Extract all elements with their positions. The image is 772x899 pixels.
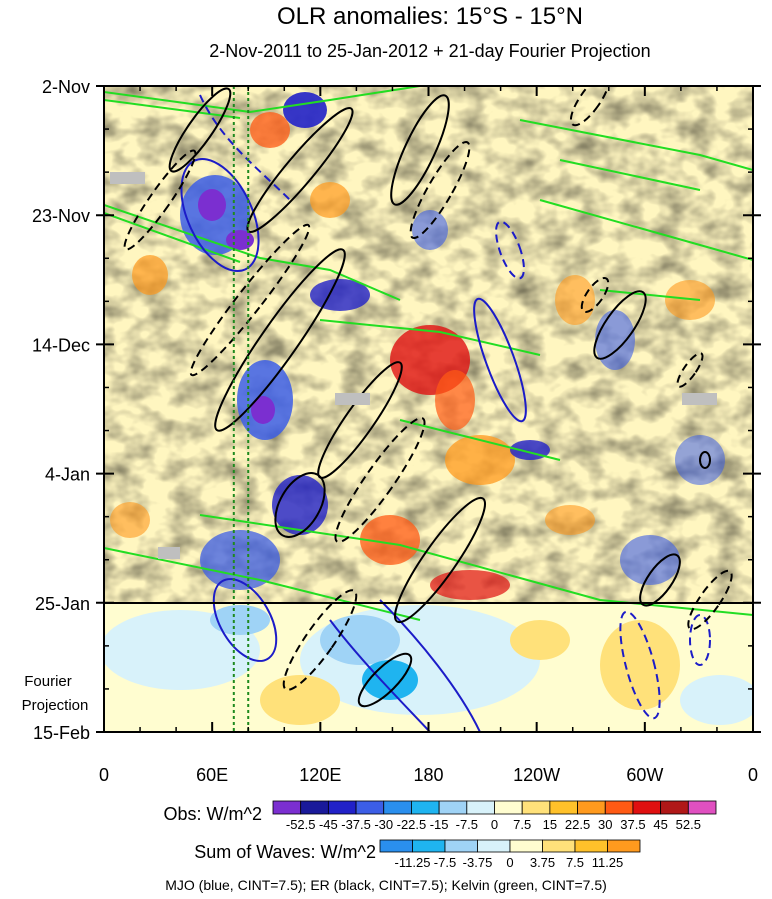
x-tick-label: 0 bbox=[748, 765, 758, 785]
y-tick-label: 15-Feb bbox=[33, 723, 90, 743]
colorbar-swatch bbox=[327, 800, 357, 815]
plot-area bbox=[103, 85, 754, 733]
legend-note: MJO (blue, CINT=7.5); ER (black, CINT=7.… bbox=[165, 877, 607, 893]
colorbar-swatch bbox=[411, 800, 440, 815]
obs-colorbar-label: Obs: W/m^2 bbox=[164, 804, 262, 824]
colorbar-level-label: 0 bbox=[506, 855, 513, 870]
kelvin-contours bbox=[104, 86, 753, 621]
y-tick-label: 14-Dec bbox=[32, 335, 90, 355]
colorbar-swatch bbox=[300, 800, 329, 815]
x-axis: 0 60E 120E 180 120W 60W 0 bbox=[99, 86, 758, 785]
anomaly-field bbox=[104, 86, 753, 732]
colorbar-level-label: 45 bbox=[653, 817, 667, 832]
colorbar-swatch bbox=[494, 800, 523, 815]
colorbar-level-label: -7.5 bbox=[434, 855, 456, 870]
chart-title: OLR anomalies: 15°S - 15°N bbox=[277, 3, 583, 30]
colorbar-level-label: 22.5 bbox=[565, 817, 590, 832]
colorbar-level-label: -22.5 bbox=[397, 817, 427, 832]
colorbar-swatch bbox=[521, 800, 551, 815]
colorbar-level-label: -45 bbox=[319, 817, 338, 832]
colorbar-swatch bbox=[355, 800, 385, 815]
projection-label-line1: Fourier bbox=[24, 673, 72, 690]
y-tick-label: 2-Nov bbox=[42, 77, 90, 97]
x-tick-label: 60W bbox=[626, 765, 663, 785]
colorbar-swatch bbox=[272, 800, 302, 815]
colorbar-level-label: 3.75 bbox=[530, 855, 555, 870]
x-tick-label: 60E bbox=[196, 765, 228, 785]
colorbar-swatch bbox=[379, 839, 413, 853]
colorbar-level-label: -37.5 bbox=[341, 817, 371, 832]
x-tick-label: 120E bbox=[299, 765, 341, 785]
x-tick-label: 180 bbox=[413, 765, 443, 785]
colorbar-level-label: 37.5 bbox=[620, 817, 645, 832]
colorbar-swatch bbox=[383, 800, 412, 815]
colorbar-level-label: -15 bbox=[430, 817, 449, 832]
colorbar-swatch bbox=[509, 839, 543, 853]
projection-label-line2: Projection bbox=[22, 697, 89, 714]
colorbar-swatch bbox=[549, 800, 578, 815]
chart-subtitle: 2-Nov-2011 to 25-Jan-2012 + 21-day Fouri… bbox=[209, 41, 650, 61]
colorbar-level-label: -30 bbox=[374, 817, 393, 832]
colorbar-swatch bbox=[438, 800, 468, 815]
colorbar-level-label: 52.5 bbox=[676, 817, 701, 832]
y-tick-label: 25-Jan bbox=[35, 594, 90, 614]
colorbar-swatch bbox=[687, 800, 717, 815]
colorbar-level-label: 30 bbox=[598, 817, 612, 832]
colorbar-level-label: 7.5 bbox=[513, 817, 531, 832]
colorbar-swatch bbox=[412, 839, 446, 853]
colorbar-swatch bbox=[607, 839, 641, 853]
waves-colorbar-label: Sum of Waves: W/m^2 bbox=[194, 842, 376, 862]
x-tick-label: 120W bbox=[513, 765, 560, 785]
colorbar-swatch bbox=[577, 800, 606, 815]
missing-data-patches bbox=[110, 172, 717, 559]
colorbar-swatch bbox=[542, 839, 576, 853]
waves-colorbar: -11.25 -7.5 -3.75 0 3.75 7.5 11.25 bbox=[379, 839, 641, 870]
projection-field bbox=[104, 603, 753, 732]
colorbar-swatch bbox=[660, 800, 689, 815]
colorbar-level-label: 11.25 bbox=[592, 855, 624, 870]
colorbar-level-label: -7.5 bbox=[456, 817, 478, 832]
x-tick-label: 0 bbox=[99, 765, 109, 785]
colorbar-swatch bbox=[632, 800, 662, 815]
y-tick-label: 4-Jan bbox=[45, 465, 90, 485]
y-axis: 2-Nov 23-Nov 14-Dec 4-Jan 25-Jan 15-Feb bbox=[32, 77, 761, 743]
colorbar-level-label: -52.5 bbox=[286, 817, 316, 832]
colorbar-swatch bbox=[574, 839, 608, 853]
colorbar-swatch bbox=[466, 800, 495, 815]
colorbar-level-label: -3.75 bbox=[463, 855, 493, 870]
y-tick-label: 23-Nov bbox=[32, 206, 90, 226]
obs-colorbar: -52.5 -45 -37.5 -30 -22.5 -15 -7.5 0 7.5 15 22.5 30… bbox=[272, 800, 717, 832]
colorbar-swatch bbox=[477, 839, 511, 853]
colorbar-level-label: 7.5 bbox=[566, 855, 584, 870]
colorbar-swatch bbox=[604, 800, 634, 815]
colorbar-level-label: -11.25 bbox=[395, 855, 431, 870]
colorbar-swatch bbox=[444, 839, 478, 853]
colorbar-level-label: 0 bbox=[491, 817, 498, 832]
colorbar-level-label: 15 bbox=[543, 817, 557, 832]
mjo-contours bbox=[180, 94, 711, 732]
